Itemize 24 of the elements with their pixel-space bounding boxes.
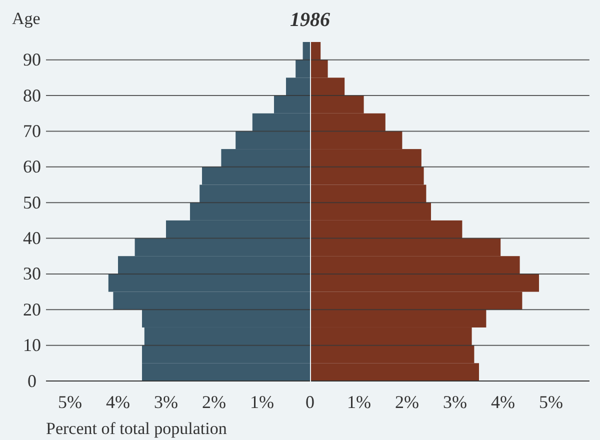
y-tick-label: 60 [23,156,41,177]
y-tick-label: 80 [23,85,41,106]
x-tick-label: 5% [58,392,82,412]
y-tick-label: 10 [23,335,41,356]
y-tick-label: 40 [23,228,41,248]
y-tick-label: 70 [23,120,41,141]
x-tick-label: 2% [395,392,419,412]
chart-title: 1986 [290,9,330,31]
x-tick-label: 4% [491,392,515,412]
x-tick-label: 4% [106,392,130,412]
y-axis-title: Age [12,9,40,28]
y-tick-label: 20 [23,299,41,320]
x-tick-label: 3% [443,392,467,412]
x-tick-label: 1% [250,392,274,412]
x-tick-label: 2% [202,392,226,412]
x-tick-label: 1% [347,392,371,412]
y-tick-label: 50 [23,192,41,212]
x-tick-label: 3% [154,392,178,412]
y-tick-label: 0 [28,370,36,391]
y-tick-label: 30 [23,264,41,284]
x-axis-title: Percent of total population [46,419,228,438]
x-tick-label: 0 [306,392,314,412]
y-tick-label: 90 [23,50,41,70]
x-tick-label: 5% [539,392,563,412]
